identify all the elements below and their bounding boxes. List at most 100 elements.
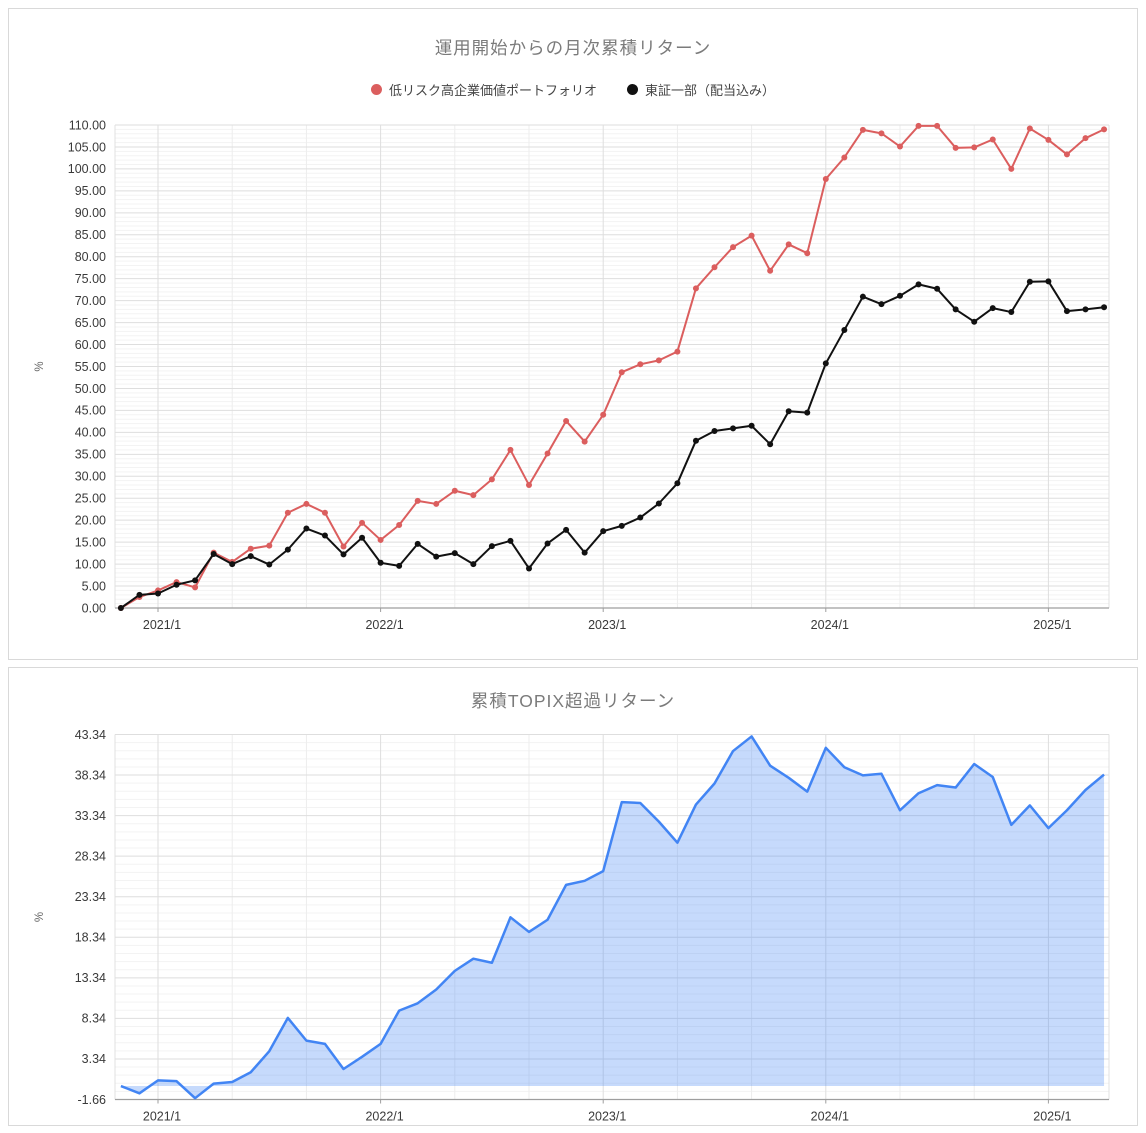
data-point: [600, 528, 607, 535]
data-point: [1026, 125, 1033, 132]
data-point: [1008, 309, 1015, 316]
svg-text:38.34: 38.34: [75, 768, 106, 782]
data-point: [674, 348, 681, 355]
svg-text:13.34: 13.34: [75, 971, 106, 985]
data-point: [692, 437, 699, 444]
data-point: [192, 577, 199, 584]
svg-text:2021/1: 2021/1: [143, 618, 181, 632]
legend-item-benchmark: 東証一部（配当込み）: [627, 80, 775, 99]
data-point: [136, 591, 143, 598]
data-point: [637, 361, 644, 368]
data-point: [229, 561, 236, 568]
data-point: [544, 540, 551, 547]
svg-text:60.00: 60.00: [75, 338, 106, 352]
data-point: [1063, 151, 1070, 158]
data-point: [266, 542, 273, 549]
data-point: [934, 285, 941, 292]
data-point: [507, 537, 514, 544]
svg-text:43.34: 43.34: [75, 728, 106, 742]
data-point: [359, 534, 366, 541]
data-point: [581, 438, 588, 445]
data-point: [321, 509, 328, 516]
data-point: [303, 525, 310, 532]
svg-text:90.00: 90.00: [75, 206, 106, 220]
data-point: [470, 561, 477, 568]
svg-text:2025/1: 2025/1: [1033, 618, 1071, 632]
excess-return-area: [120, 736, 1105, 1099]
data-point: [321, 532, 328, 539]
data-point: [952, 306, 959, 313]
data-point: [748, 232, 755, 239]
svg-text:2022/1: 2022/1: [365, 618, 403, 632]
data-point: [247, 545, 254, 552]
data-point: [878, 130, 885, 137]
svg-text:50.00: 50.00: [75, 382, 106, 396]
data-point: [173, 581, 180, 588]
data-point: [1026, 278, 1033, 285]
data-point: [155, 590, 161, 597]
svg-text:40.00: 40.00: [75, 426, 106, 440]
data-point: [1008, 165, 1015, 172]
svg-text:%: %: [34, 361, 46, 371]
data-point: [915, 281, 922, 288]
data-point: [1063, 308, 1070, 315]
svg-text:2021/1: 2021/1: [143, 1110, 181, 1124]
data-point: [544, 450, 551, 457]
data-point: [210, 550, 217, 557]
data-point: [915, 122, 922, 129]
data-point: [618, 369, 625, 376]
data-point: [1082, 306, 1089, 313]
excess-return-panel: 累積TOPIX超過リターン -1.66 3.34 8.34 13.34 18.34 23.…: [8, 667, 1138, 1126]
data-point: [989, 136, 996, 143]
data-point: [655, 357, 662, 364]
data-point: [340, 551, 347, 558]
data-point: [711, 428, 718, 435]
legend-label-portfolio: 低リスク高企業価値ポートフォリオ: [388, 83, 597, 98]
data-point: [897, 143, 903, 150]
svg-text:5.00: 5.00: [82, 579, 106, 593]
data-point: [841, 154, 848, 161]
data-point: [266, 561, 273, 568]
data-point: [748, 422, 755, 429]
data-point: [1101, 304, 1108, 311]
svg-text:-1.66: -1.66: [78, 1093, 107, 1107]
data-point: [396, 562, 403, 569]
data-point: [414, 497, 421, 504]
data-point: [396, 522, 403, 529]
svg-text:0.00: 0.00: [82, 601, 106, 615]
data-point: [340, 543, 347, 550]
svg-text:33.34: 33.34: [75, 809, 106, 823]
data-point: [1101, 126, 1108, 133]
svg-text:25.00: 25.00: [75, 492, 106, 506]
data-point: [581, 549, 588, 556]
data-point: [785, 241, 792, 248]
svg-text:15.00: 15.00: [75, 535, 106, 549]
svg-text:105.00: 105.00: [68, 140, 106, 154]
svg-text:%: %: [34, 912, 46, 922]
svg-text:20.00: 20.00: [75, 513, 106, 527]
svg-text:8.34: 8.34: [82, 1012, 106, 1026]
data-point: [897, 292, 903, 299]
data-point: [804, 250, 811, 257]
svg-text:23.34: 23.34: [75, 890, 106, 904]
data-point: [284, 509, 291, 516]
data-point: [359, 519, 366, 526]
svg-text:2024/1: 2024/1: [811, 1110, 849, 1124]
data-point: [822, 176, 829, 183]
data-point: [971, 318, 978, 325]
data-point: [655, 500, 662, 507]
cumulative-return-chart-title: 運用開始からの月次累積リターン: [434, 38, 712, 58]
portfolio-line-series: [120, 124, 1105, 609]
svg-text:80.00: 80.00: [75, 250, 106, 264]
data-point: [526, 565, 532, 572]
svg-text:55.00: 55.00: [75, 360, 106, 374]
data-point: [989, 305, 996, 312]
svg-text:2022/1: 2022/1: [365, 1110, 403, 1124]
data-point: [247, 553, 254, 560]
svg-text:10.00: 10.00: [75, 557, 106, 571]
data-point: [377, 559, 384, 566]
data-point: [692, 285, 699, 292]
svg-text:35.00: 35.00: [75, 448, 106, 462]
data-point: [674, 480, 681, 487]
svg-text:3.34: 3.34: [82, 1052, 106, 1066]
